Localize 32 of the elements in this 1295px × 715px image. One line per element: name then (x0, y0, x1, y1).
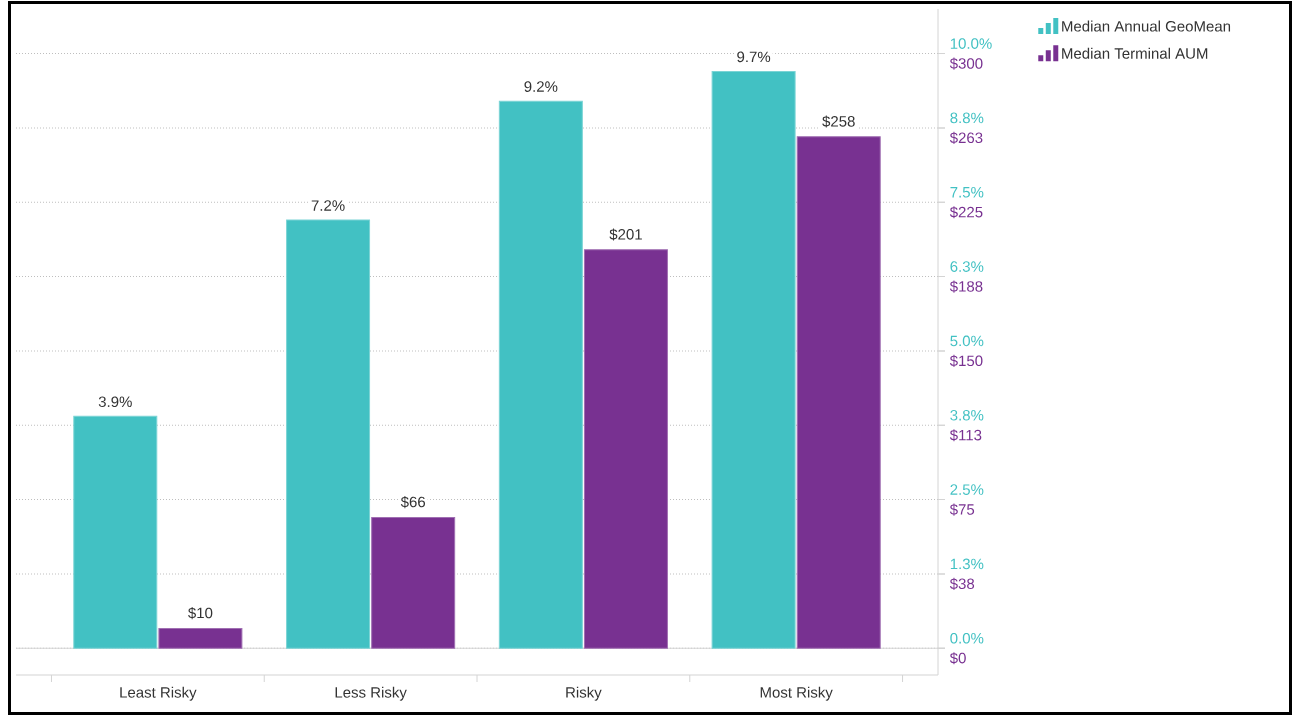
y-tick-label: 5.0% (950, 335, 984, 347)
y-tick-label: 1.3% (950, 558, 984, 570)
y2-tick-label: $225 (949, 206, 983, 219)
data-label: $10 (188, 607, 213, 620)
y-tick-label: 0.0% (950, 632, 984, 644)
y2-tick-label: $150 (949, 354, 983, 367)
y2-tick-label: $300 (949, 57, 983, 70)
data-label: $258 (822, 115, 855, 128)
y2-tick-label: $75 (949, 503, 975, 516)
data-label: $66 (400, 496, 426, 509)
y-tick-label: 6.3% (950, 261, 984, 272)
y-tick-label: 7.5% (950, 186, 984, 198)
y2-tick-label: $113 (949, 429, 982, 442)
x-tick-label: Risky (566, 686, 602, 701)
data-label: $201 (609, 228, 642, 241)
y2-tick-label: $38 (949, 577, 975, 590)
y-tick-label: 8.8% (950, 112, 984, 124)
data-label: 3.9% (98, 396, 132, 408)
y-tick-label: 10.0% (950, 38, 992, 49)
y2-tick-label: $188 (949, 280, 983, 293)
y2-tick-label: $0 (949, 652, 966, 665)
legend-label: Median Annual GeoMean (1062, 20, 1231, 32)
y2-tick-label: $263 (949, 131, 983, 144)
x-tick-label: Most Risky (760, 686, 833, 701)
x-tick-label: Less Risky (335, 686, 407, 701)
data-label: 9.2% (524, 81, 558, 92)
data-label: 7.2% (311, 200, 345, 211)
y-tick-label: 2.5% (950, 484, 984, 495)
x-tick-label: Least Risky (120, 686, 197, 701)
legend-label: Median Terminal AUM (1062, 47, 1208, 59)
y-tick-label: 3.8% (950, 409, 984, 421)
data-label: 9.7% (737, 51, 771, 63)
